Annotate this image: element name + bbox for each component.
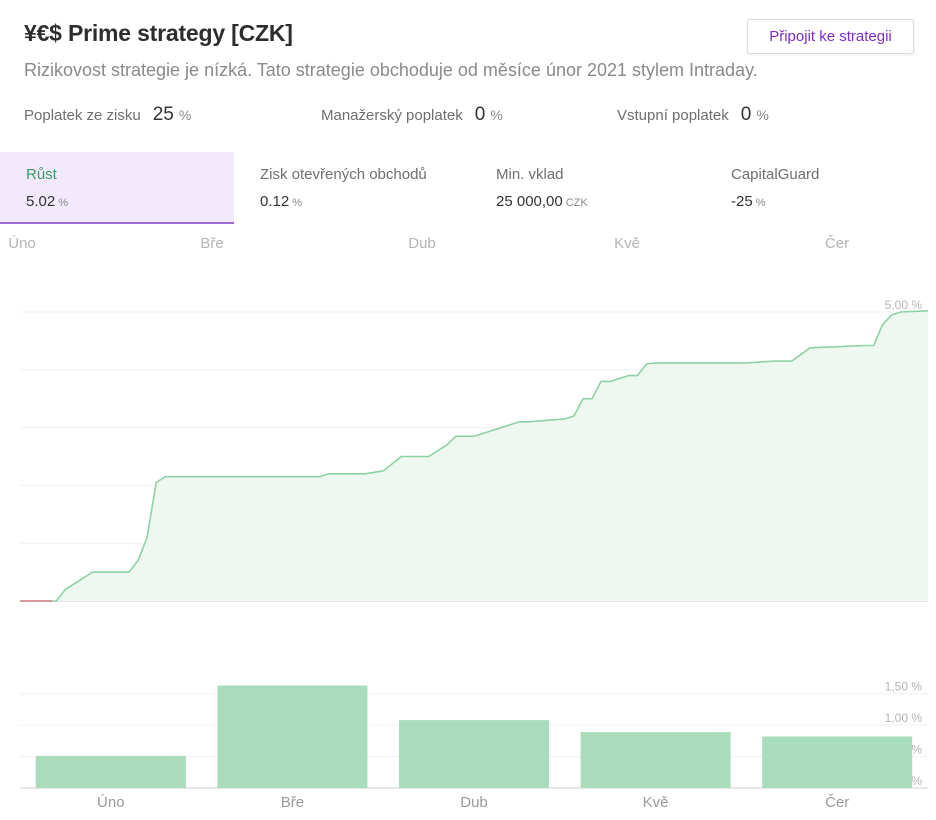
bar-category-label: Čer (825, 794, 849, 811)
fee-value: 0 (740, 104, 752, 125)
fee-unit: % (178, 107, 192, 123)
bar-y-tick-label: 1,00 % (885, 711, 923, 725)
bar-category-label: Úno (97, 794, 125, 811)
stat-unit: CZK (565, 197, 588, 209)
fees-row: Poplatek ze zisku 25 % Manažerský poplat… (0, 104, 936, 130)
growth-line (20, 310, 929, 602)
fee-unit: % (490, 107, 503, 123)
growth-charts: ÚnoBřeDubKvěČer0,00 %1,00 %2,00 %3,00 %4… (8, 235, 929, 811)
growth-area (20, 310, 928, 601)
fee-label: Vstupní poplatek (617, 107, 729, 124)
bar-y-tick-label: 1,50 % (885, 680, 923, 694)
bar (217, 685, 368, 788)
strategy-title: ¥€$ Prime strategy [CZK] (24, 20, 293, 46)
stat-value: 0.12% (260, 193, 470, 210)
y-tick-label: 5,00 % (885, 298, 923, 312)
fee-value: 25 (152, 104, 174, 125)
fee-entry: Vstupní poplatek 0 % (617, 104, 769, 126)
stat-number: 25 000,00 (496, 193, 563, 210)
fee-profit: Poplatek ze zisku 25 % (24, 104, 191, 126)
tab-min-deposit[interactable]: Min. vklad 25 000,00 CZK (470, 152, 705, 224)
bar (762, 736, 913, 788)
tab-open-trades-profit[interactable]: Zisk otevřených obchodů 0.12% (234, 152, 470, 224)
stat-value: -25% (731, 193, 936, 210)
x-axis-label: Úno (8, 235, 36, 252)
tab-capitalguard[interactable]: CapitalGuard -25% (705, 152, 936, 224)
bar (580, 732, 731, 788)
bar (35, 755, 186, 788)
x-axis-label: Čer (825, 235, 849, 252)
bar-category-label: Bře (281, 794, 304, 811)
stat-value: 25 000,00 CZK (496, 193, 705, 210)
stat-value: 5.02% (26, 193, 234, 210)
strategy-subtitle: Rizikovost strategie je nízká. Tato stra… (24, 60, 758, 80)
x-axis-label: Bře (200, 235, 223, 252)
stat-number: -25 (731, 193, 753, 210)
stat-unit: % (58, 197, 68, 209)
fee-label: Poplatek ze zisku (24, 107, 141, 124)
stat-label: CapitalGuard (731, 166, 820, 183)
stat-label: Min. vklad (496, 166, 564, 183)
stats-tabs: Růst 5.02% Zisk otevřených obchodů 0.12%… (0, 152, 936, 224)
stat-number: 5.02 (26, 193, 56, 210)
bar-category-label: Kvě (643, 794, 669, 811)
connect-strategy-button[interactable]: Připojit ke strategii (747, 19, 914, 54)
tab-growth[interactable]: Růst 5.02% (0, 152, 234, 224)
fee-value: 0 (474, 104, 486, 125)
bar-category-label: Dub (460, 794, 488, 811)
stat-unit: % (292, 197, 302, 209)
stat-unit: % (755, 197, 766, 209)
fee-label: Manažerský poplatek (321, 107, 463, 124)
x-axis-label: Dub (408, 235, 436, 252)
fee-unit: % (756, 107, 769, 123)
fee-management: Manažerský poplatek 0 % (321, 104, 503, 126)
stat-label: Zisk otevřených obchodů (260, 166, 427, 183)
bar (399, 720, 549, 788)
x-axis-label: Kvě (614, 235, 640, 252)
stat-number: 0.12 (260, 193, 290, 210)
stat-label: Růst (26, 166, 57, 183)
